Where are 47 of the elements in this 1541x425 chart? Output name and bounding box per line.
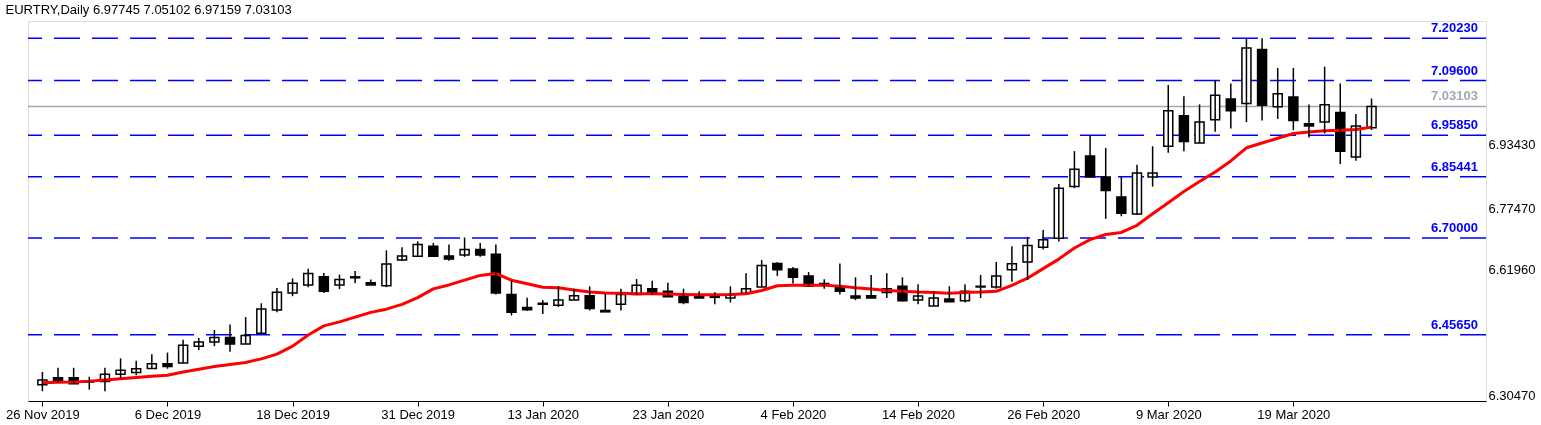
x-tick-label: 26 Nov 2019 [6,406,80,422]
candlestick [850,276,861,301]
candlestick [115,357,126,380]
candlestick [1163,84,1174,154]
y-tick-label: 6.61960 [1488,262,1536,278]
candlestick [1241,37,1252,123]
x-tick-label: 31 Dec 2019 [381,406,456,422]
x-tick-label: 18 Dec 2019 [256,406,330,422]
ref-line-label: 6.85441 [1431,158,1478,174]
y-tick-label: 6.30470 [1488,387,1536,403]
candlestick [1194,103,1205,144]
x-tick-label: 23 Jan 2020 [632,406,705,422]
ref-line-label: 7.03103 [1431,88,1478,104]
x-tick-label: 14 Feb 2020 [882,406,956,422]
candlestick [349,270,361,285]
x-tick-label: 4 Feb 2020 [760,406,827,422]
ref-line-label: 6.95850 [1431,117,1478,133]
candlestick [256,302,267,335]
x-tick-label: 6 Dec 2019 [134,406,202,422]
candlestick [1116,176,1127,217]
ref-line-label: 6.45650 [1431,316,1478,332]
candlestick [381,249,392,288]
ref-line-label: 7.09600 [1431,62,1478,78]
candlestick [1288,67,1299,131]
x-tick-label: 26 Feb 2020 [1007,406,1081,422]
x-tick-label: 9 Mar 2020 [1135,406,1202,422]
chart-title: EURTRY,Daily 6.97745 7.05102 6.97159 7.03103 [5,2,292,17]
candlestick [975,274,986,299]
ref-line-label: 6.70000 [1431,220,1478,236]
candlestick [1100,147,1111,220]
x-tick-label: 19 Mar 2020 [1257,406,1331,422]
candlestick [584,285,595,312]
candlestick [1319,65,1330,135]
candlestick [506,279,517,317]
candlestick [553,285,564,308]
candlestick [756,259,767,288]
candlestick [240,316,251,345]
candlestick [1272,67,1283,120]
x-tick-label: 13 Jan 2020 [507,406,580,422]
candlestick [1147,145,1158,188]
candlestick [1069,150,1080,189]
y-tick-label: 6.77470 [1488,200,1536,216]
ref-line-label: 7.20230 [1431,20,1478,36]
candlestick [1022,236,1033,281]
y-tick-label: 6.93430 [1488,137,1536,153]
candlestick [459,236,470,258]
candlestick [365,278,377,286]
